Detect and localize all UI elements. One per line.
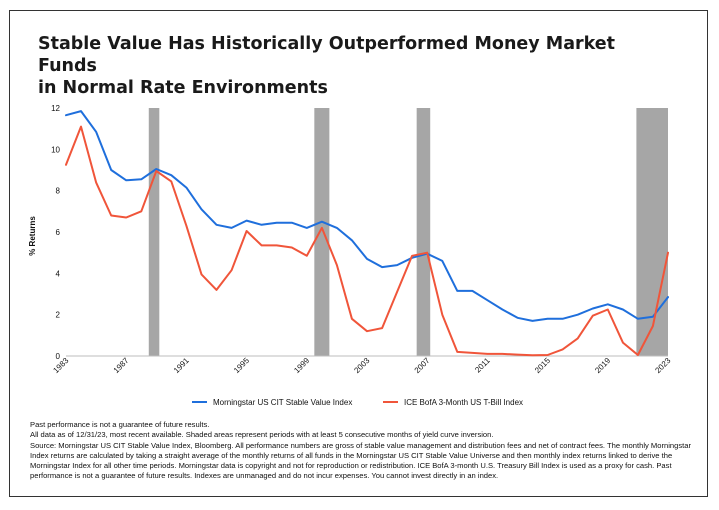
legend-label-2: ICE BofA 3-Month US T-Bill Index <box>404 398 523 407</box>
y-axis-label: % Returns <box>28 216 37 256</box>
legend: Morningstar US CIT Stable Value Index ICE… <box>192 398 523 407</box>
x-tick-label: 2019 <box>593 356 612 375</box>
x-tick-label: 2011 <box>473 356 492 375</box>
y-tick-label: 2 <box>56 311 61 320</box>
footnote-line-1: Past performance is not a guarantee of f… <box>30 420 210 429</box>
shaded-period-2 <box>314 108 330 356</box>
footnote-line-2: All data as of 12/31/23, most recent ava… <box>30 430 494 440</box>
x-axis-ticks: 1983 1987 1991 1995 1999 2003 2007 2011 2015 2019… <box>51 356 672 375</box>
footnote-line-3: Source: Morningstar US CIT Stable Value … <box>30 440 692 481</box>
x-tick-label: 1983 <box>51 356 70 375</box>
y-tick-label: 12 <box>51 104 60 113</box>
x-tick-label: 2015 <box>533 356 552 375</box>
stable-value-line <box>65 110 669 322</box>
chart-title: Stable Value Has Historically Outperform… <box>38 33 638 99</box>
chart-frame <box>9 10 708 497</box>
series-lines <box>65 110 669 357</box>
shaded-period-1 <box>148 108 160 356</box>
x-tick-label: 1995 <box>232 356 251 375</box>
shaded-periods <box>148 108 668 356</box>
chart-title-line-2: in Normal Rate Environments <box>38 78 328 98</box>
y-tick-label: 4 <box>56 269 61 278</box>
shaded-period-4 <box>636 108 668 356</box>
y-axis-ticks: 0 2 4 6 8 10 12 <box>51 104 60 361</box>
tbill-line <box>65 125 669 357</box>
legend-label-1: Morningstar US CIT Stable Value Index <box>213 398 352 407</box>
y-tick-label: 10 <box>51 145 60 154</box>
y-tick-label: 8 <box>56 187 61 196</box>
x-tick-label: 1999 <box>292 356 311 375</box>
x-tick-label: 1991 <box>172 356 191 375</box>
shaded-period-3 <box>416 108 431 356</box>
y-tick-label: 0 <box>56 352 61 361</box>
footnotes: Past performance is not a guarantee of f… <box>30 420 700 482</box>
x-tick-label: 1987 <box>112 356 131 375</box>
x-tick-label: 2003 <box>352 356 371 375</box>
x-tick-label: 2023 <box>653 356 672 375</box>
chart-title-line-1: Stable Value Has Historically Outperform… <box>38 34 616 76</box>
y-tick-label: 6 <box>56 228 61 237</box>
x-tick-label: 2007 <box>413 356 432 375</box>
